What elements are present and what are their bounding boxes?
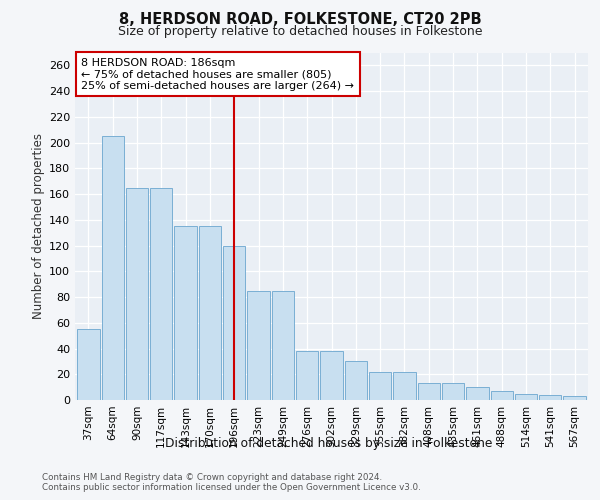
- Bar: [320, 351, 343, 400]
- Text: Contains public sector information licensed under the Open Government Licence v3: Contains public sector information licen…: [42, 484, 421, 492]
- Bar: [539, 395, 562, 400]
- Bar: [101, 136, 124, 400]
- Text: Distribution of detached houses by size in Folkestone: Distribution of detached houses by size …: [165, 438, 493, 450]
- Text: 8, HERDSON ROAD, FOLKESTONE, CT20 2PB: 8, HERDSON ROAD, FOLKESTONE, CT20 2PB: [119, 12, 481, 28]
- Bar: [369, 372, 391, 400]
- Bar: [223, 246, 245, 400]
- Bar: [344, 362, 367, 400]
- Y-axis label: Number of detached properties: Number of detached properties: [32, 133, 45, 320]
- Bar: [77, 329, 100, 400]
- Bar: [393, 372, 416, 400]
- Bar: [150, 188, 172, 400]
- Bar: [126, 188, 148, 400]
- Bar: [563, 396, 586, 400]
- Text: 8 HERDSON ROAD: 186sqm
← 75% of detached houses are smaller (805)
25% of semi-de: 8 HERDSON ROAD: 186sqm ← 75% of detached…: [81, 58, 354, 91]
- Bar: [296, 351, 319, 400]
- Text: Size of property relative to detached houses in Folkestone: Size of property relative to detached ho…: [118, 25, 482, 38]
- Bar: [418, 384, 440, 400]
- Bar: [199, 226, 221, 400]
- Bar: [442, 384, 464, 400]
- Bar: [272, 290, 294, 400]
- Bar: [175, 226, 197, 400]
- Text: Contains HM Land Registry data © Crown copyright and database right 2024.: Contains HM Land Registry data © Crown c…: [42, 472, 382, 482]
- Bar: [491, 391, 513, 400]
- Bar: [515, 394, 537, 400]
- Bar: [466, 387, 488, 400]
- Bar: [247, 290, 270, 400]
